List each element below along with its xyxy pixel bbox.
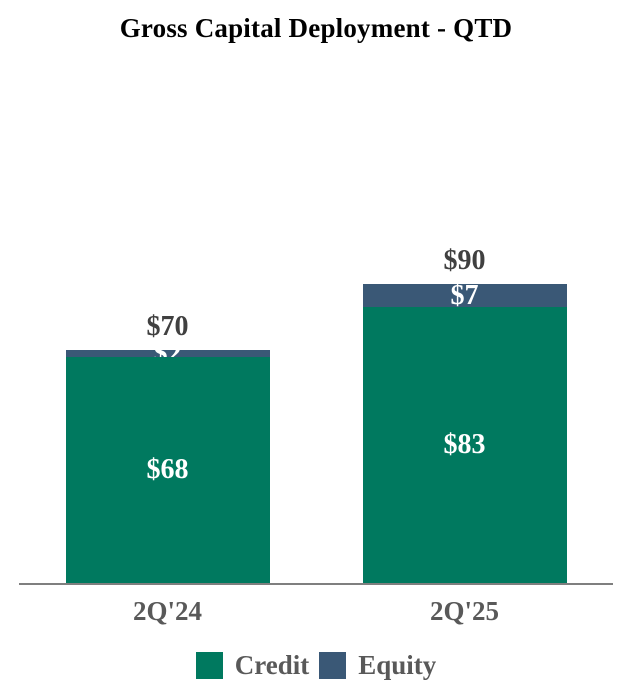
total-value-label-2q-24: $70 <box>146 311 189 342</box>
bar-group-2q-25: $90 $7 $83 <box>362 245 567 583</box>
legend: Credit Equity <box>0 652 632 679</box>
legend-swatch-equity <box>319 652 347 679</box>
segment-value-label-credit-2q-25: $83 <box>443 429 486 460</box>
total-value-label-2q-25: $90 <box>443 245 486 276</box>
x-axis-line <box>19 583 613 585</box>
bar-segment-equity-2q-25: $7 <box>362 279 567 311</box>
bar-segment-credit-2q-24: $68 <box>65 357 270 583</box>
legend-item-credit: Credit <box>195 650 310 680</box>
legend-swatch-credit <box>195 652 223 679</box>
bar-group-2q-24: $70 $2 $68 <box>65 311 270 583</box>
chart-title: Gross Capital Deployment - QTD <box>119 13 513 43</box>
segment-value-label-equity-2q-25: $7 <box>450 279 479 311</box>
legend-label-equity: Equity <box>358 650 437 680</box>
bar-segment-equity-2q-24: $2 <box>65 339 270 367</box>
x-axis-label-2q-25: 2Q'25 <box>429 596 499 626</box>
segment-value-label-credit-2q-24: $68 <box>146 454 189 485</box>
legend-label-credit: Credit <box>234 650 310 680</box>
legend-item-equity: Equity <box>319 652 436 679</box>
bar-segment-credit-2q-25: $83 <box>362 307 567 583</box>
x-axis-label-2q-24: 2Q'24 <box>132 596 202 626</box>
